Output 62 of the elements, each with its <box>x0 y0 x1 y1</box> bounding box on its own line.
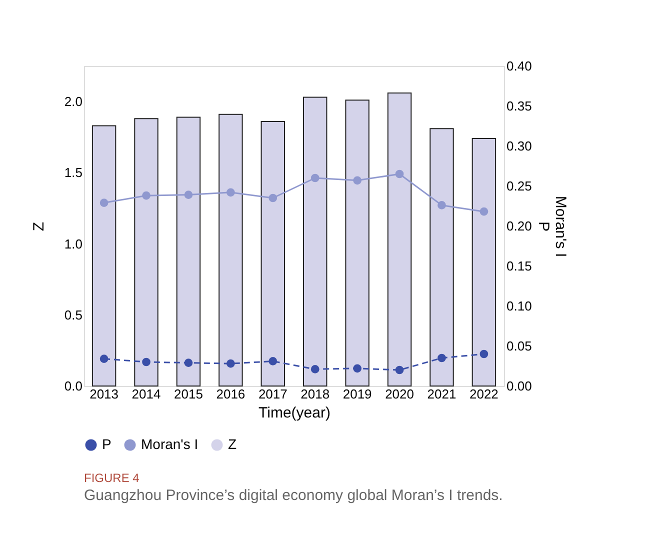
x-tick-label: 2016 <box>216 386 246 402</box>
y2-tick-label: 0.00 <box>506 378 532 394</box>
point <box>395 366 404 374</box>
point <box>353 176 362 185</box>
point <box>142 358 150 366</box>
x-tick-label: 2013 <box>90 386 119 402</box>
x-tick-label: 2014 <box>132 386 161 402</box>
text: Guangzhou Province’s digital economy global Moran’s I trends. <box>84 487 503 504</box>
point <box>480 350 488 358</box>
point <box>142 191 150 200</box>
point <box>100 198 108 207</box>
y2-axis-title: Moran's I P <box>534 196 569 258</box>
x-tick-label: 2015 <box>174 386 203 402</box>
bar <box>92 125 116 386</box>
y-tick-label: 0.5 <box>64 307 82 322</box>
x-tick-label: 2018 <box>300 386 330 402</box>
y2-tick-label: 0.15 <box>506 258 532 274</box>
legend-label: P <box>102 436 112 452</box>
point <box>268 194 278 202</box>
bar <box>134 118 158 386</box>
x-tick-label: 2021 <box>427 386 456 402</box>
bar <box>218 114 243 386</box>
y2-tick-label: 0.30 <box>506 138 532 154</box>
y2-tick-label: 0.35 <box>506 98 532 114</box>
bar <box>387 92 412 386</box>
legend-label: Moran's I <box>141 436 198 452</box>
legend-label: Z <box>228 436 237 452</box>
y2-tick-label: 0.40 <box>506 58 532 74</box>
point <box>395 170 404 178</box>
y-tick-label: 0.0 <box>64 378 82 394</box>
bar <box>472 138 496 386</box>
y2-tick-label: 0.20 <box>506 218 532 234</box>
point <box>438 201 446 210</box>
x-tick-label: 2019 <box>342 386 372 402</box>
x-tick-label: 2020 <box>385 386 414 402</box>
point <box>226 359 235 368</box>
point <box>353 364 362 373</box>
bar <box>345 100 370 386</box>
y2-tick-label: 0.10 <box>506 298 532 314</box>
point <box>100 354 108 363</box>
bar <box>302 96 328 386</box>
point <box>310 365 320 374</box>
bar <box>176 116 201 386</box>
x-tick-label: 2022 <box>469 386 498 402</box>
y-axis-title: Z <box>30 222 48 232</box>
point <box>184 190 193 199</box>
bar <box>260 120 286 386</box>
point <box>226 188 235 197</box>
x-tick-label: 2017 <box>258 386 288 402</box>
y-tick-label: 1.5 <box>64 165 82 180</box>
bar <box>430 128 454 386</box>
point <box>438 354 446 362</box>
x-axis-title: Time(year) <box>258 404 330 422</box>
point <box>184 358 193 367</box>
y2-tick-label: 0.05 <box>506 338 532 354</box>
point <box>310 174 320 182</box>
point <box>480 207 488 216</box>
point <box>268 357 278 366</box>
y-tick-label: 2.0 <box>64 94 82 110</box>
caption: FIGURE 4 <box>84 471 140 485</box>
y-tick-label: 1.0 <box>64 236 82 252</box>
y2-tick-label: 0.25 <box>506 178 532 194</box>
